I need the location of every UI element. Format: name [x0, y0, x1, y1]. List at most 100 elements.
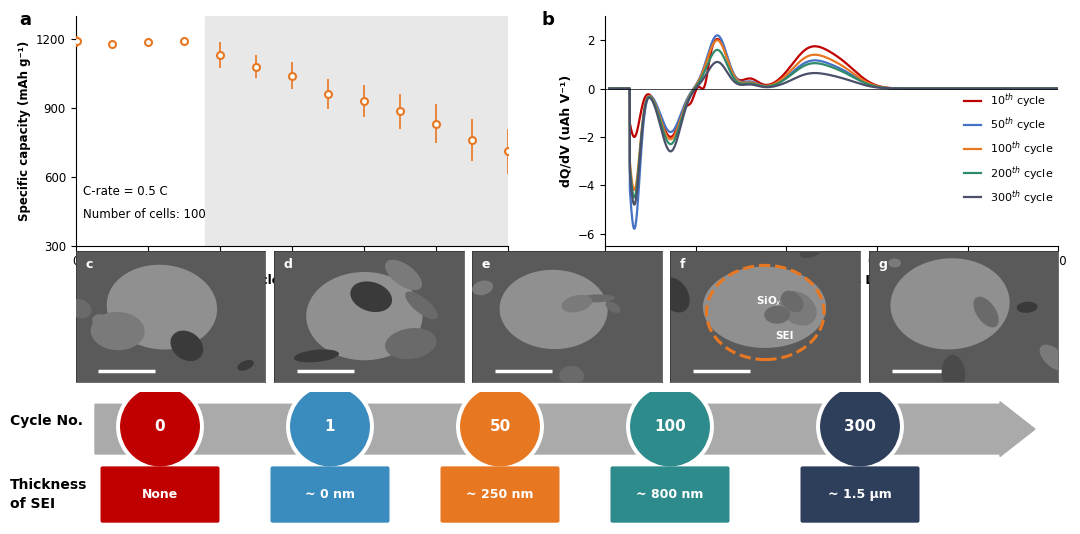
Ellipse shape [91, 312, 145, 350]
200$^{th}$ cycle [680, 98, 693, 105]
100$^{th}$ cycle [680, 97, 693, 104]
100$^{th}$ cycle [654, 116, 667, 123]
Line: 300$^{th}$ cycle: 300$^{th}$ cycle [609, 62, 1058, 205]
Ellipse shape [238, 360, 254, 371]
Circle shape [816, 383, 903, 470]
10$^{th}$ cycle [711, 36, 724, 42]
Circle shape [631, 387, 710, 466]
Ellipse shape [107, 265, 217, 350]
Text: a: a [19, 11, 31, 29]
300$^{th}$ cycle [680, 100, 693, 107]
50$^{th}$ cycle [654, 112, 667, 119]
Text: 100: 100 [654, 419, 686, 434]
Ellipse shape [578, 294, 615, 302]
Line: 200$^{th}$ cycle: 200$^{th}$ cycle [609, 50, 1058, 198]
Ellipse shape [942, 355, 966, 392]
200$^{th}$ cycle [654, 120, 667, 126]
Bar [205, 16, 508, 246]
Circle shape [461, 387, 539, 466]
FancyBboxPatch shape [610, 466, 729, 523]
50$^{th}$ cycle [775, 77, 788, 84]
10$^{th}$ cycle [775, 73, 788, 80]
FancyBboxPatch shape [800, 466, 919, 523]
300$^{th}$ cycle [1043, 85, 1056, 92]
Ellipse shape [562, 295, 592, 312]
Text: C-rate = 0.5 C: C-rate = 0.5 C [83, 185, 167, 198]
300$^{th}$ cycle [795, 73, 808, 79]
100$^{th}$ cycle [603, 85, 616, 92]
100$^{th}$ cycle [1052, 85, 1065, 92]
50$^{th}$ cycle [995, 85, 1008, 92]
Ellipse shape [559, 366, 584, 386]
Circle shape [457, 383, 543, 470]
Text: Thickness
of SEI: Thickness of SEI [10, 478, 87, 511]
200$^{th}$ cycle [775, 78, 788, 84]
Ellipse shape [765, 306, 791, 324]
200$^{th}$ cycle [627, 194, 640, 201]
300$^{th}$ cycle [995, 85, 1008, 92]
Ellipse shape [472, 280, 494, 295]
FancyBboxPatch shape [270, 466, 390, 523]
Ellipse shape [703, 266, 826, 348]
300$^{th}$ cycle [627, 201, 640, 208]
50$^{th}$ cycle [627, 225, 640, 232]
Text: ~ 0 nm: ~ 0 nm [305, 488, 355, 501]
Text: ~ 1.5 μm: ~ 1.5 μm [828, 488, 892, 501]
Ellipse shape [171, 331, 203, 361]
50$^{th}$ cycle [711, 32, 724, 38]
Text: None: None [141, 488, 178, 501]
Ellipse shape [606, 301, 621, 313]
Ellipse shape [386, 260, 422, 290]
Circle shape [626, 383, 713, 470]
300$^{th}$ cycle [1052, 85, 1065, 92]
100$^{th}$ cycle [1043, 85, 1056, 92]
200$^{th}$ cycle [711, 46, 724, 53]
Ellipse shape [350, 281, 392, 312]
Text: e: e [482, 257, 490, 271]
10$^{th}$ cycle [654, 115, 667, 121]
10$^{th}$ cycle [627, 134, 640, 140]
Circle shape [291, 387, 369, 466]
FancyBboxPatch shape [100, 466, 219, 523]
50$^{th}$ cycle [1052, 85, 1065, 92]
300$^{th}$ cycle [775, 81, 788, 88]
FancyBboxPatch shape [441, 466, 559, 523]
10$^{th}$ cycle [1052, 85, 1065, 92]
Text: g: g [878, 257, 887, 271]
Text: 0: 0 [154, 419, 165, 434]
Ellipse shape [659, 277, 690, 312]
300$^{th}$ cycle [711, 59, 724, 65]
X-axis label: Voltage (V) vs Li/Li⁺: Voltage (V) vs Li/Li⁺ [762, 274, 901, 287]
Text: Cycle No.: Cycle No. [10, 414, 83, 428]
200$^{th}$ cycle [1052, 85, 1065, 92]
Text: Number of cells: 100: Number of cells: 100 [83, 208, 205, 221]
Circle shape [821, 387, 900, 466]
Circle shape [287, 383, 374, 470]
100$^{th}$ cycle [995, 85, 1008, 92]
Text: b: b [541, 11, 554, 29]
Text: f: f [680, 257, 686, 271]
200$^{th}$ cycle [795, 64, 808, 70]
Ellipse shape [386, 328, 436, 359]
Ellipse shape [500, 270, 608, 349]
Circle shape [117, 383, 203, 470]
200$^{th}$ cycle [603, 85, 616, 92]
Text: d: d [283, 257, 293, 271]
Text: 1: 1 [325, 419, 335, 434]
Ellipse shape [889, 258, 901, 268]
Ellipse shape [1016, 302, 1038, 313]
Text: c: c [85, 257, 93, 271]
50$^{th}$ cycle [680, 96, 693, 102]
200$^{th}$ cycle [1043, 85, 1056, 92]
Y-axis label: dQ/dV (uAh V⁻¹): dQ/dV (uAh V⁻¹) [559, 75, 572, 187]
X-axis label: Cycle Number: Cycle Number [243, 274, 340, 287]
50$^{th}$ cycle [603, 85, 616, 92]
Ellipse shape [69, 299, 92, 318]
10$^{th}$ cycle [1043, 85, 1056, 92]
100$^{th}$ cycle [795, 57, 808, 64]
10$^{th}$ cycle [995, 85, 1008, 92]
50$^{th}$ cycle [795, 62, 808, 68]
Text: ~ 800 nm: ~ 800 nm [636, 488, 704, 501]
Ellipse shape [973, 297, 999, 327]
10$^{th}$ cycle [603, 85, 616, 92]
